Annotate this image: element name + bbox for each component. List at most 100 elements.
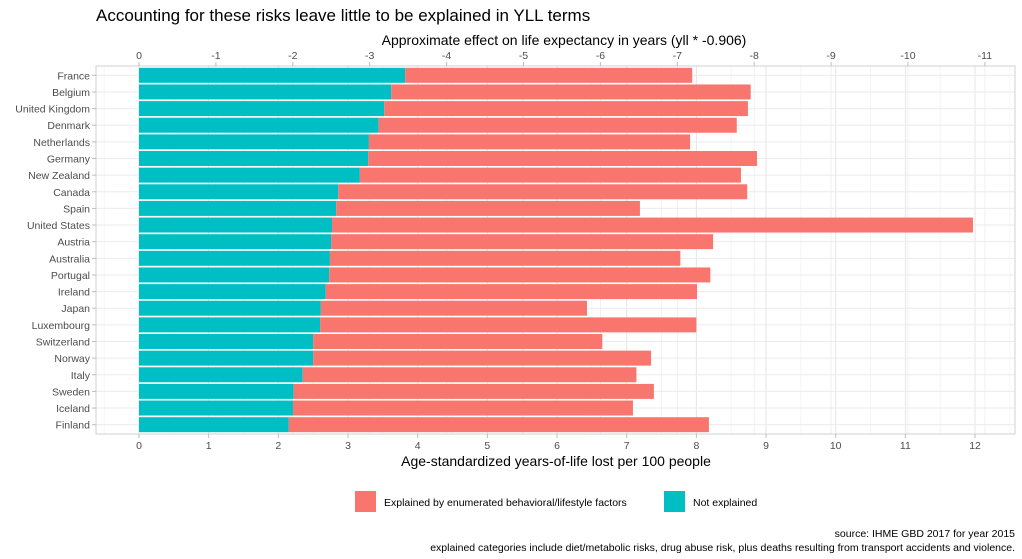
top-axis-title: Approximate effect on life expectancy in… (382, 32, 747, 48)
x2-tick-label: -6 (596, 50, 605, 62)
category-label: New Zealand (28, 170, 90, 182)
bar-explained (313, 350, 652, 366)
category-label: France (57, 70, 90, 82)
bottom-axis-title: Age-standardized years-of-life lost per … (401, 453, 711, 469)
bar-explained (359, 167, 741, 183)
bar-not-explained (139, 134, 369, 150)
category-label: Finland (56, 420, 91, 432)
caption-note: explained categories include diet/metabo… (430, 542, 1015, 554)
bar-not-explained (139, 367, 303, 383)
bar-not-explained (139, 317, 321, 333)
x-tick-label: 2 (275, 440, 281, 452)
x-tick-label: 4 (415, 440, 421, 452)
bar-not-explained (139, 217, 332, 233)
bar-not-explained (139, 200, 337, 216)
category-label: Belgium (52, 87, 90, 99)
category-label: Sweden (52, 386, 90, 398)
x-tick-label: 0 (136, 440, 142, 452)
bar-not-explained (139, 117, 379, 133)
bar-not-explained (139, 167, 360, 183)
x2-tick-label: -10 (900, 50, 915, 62)
bar-explained (405, 67, 693, 83)
panel-border (95, 65, 1016, 435)
bar-not-explained (139, 67, 406, 83)
category-label: Japan (61, 303, 90, 315)
bar-explained (338, 184, 748, 200)
category-label: Luxembourg (32, 320, 91, 332)
x-tick-label: 7 (624, 440, 630, 452)
bar-explained (293, 383, 654, 399)
bar-explained (378, 117, 737, 133)
x-tick-label: 5 (484, 440, 490, 452)
bar-explained (329, 250, 681, 266)
x-tick-label: 3 (345, 440, 351, 452)
x2-tick-label: -5 (519, 50, 528, 62)
category-label: Germany (47, 154, 91, 166)
legend: Explained by enumerated behavioral/lifes… (355, 491, 757, 512)
bar-not-explained (139, 267, 330, 283)
bar-not-explained (139, 250, 330, 266)
x-tick-label: 12 (969, 440, 981, 452)
bar-not-explained (139, 284, 326, 300)
category-label: Austria (57, 237, 90, 249)
x-tick-label: 8 (693, 440, 699, 452)
x-tick-label: 9 (763, 440, 769, 452)
category-label: Italy (71, 370, 91, 382)
x2-tick-label: -2 (288, 50, 297, 62)
category-label: Iceland (56, 403, 90, 415)
bar-not-explained (139, 234, 332, 250)
category-labels: France Belgium United Kingdom Denmark Nether… (15, 70, 96, 432)
bar-not-explained (139, 334, 314, 349)
category-label: United States (27, 220, 90, 232)
category-label: Spain (63, 203, 90, 215)
bar-explained (320, 317, 697, 333)
bottom-axis-ticks: 0 1 2 3 4 5 6 7 8 9 10 11 12 (136, 434, 981, 452)
x2-tick-label: -7 (673, 50, 682, 62)
category-label: Denmark (47, 120, 90, 132)
bars (139, 67, 973, 433)
bar-explained (292, 400, 633, 416)
bar-explained (336, 200, 640, 216)
x2-tick-label: -9 (826, 50, 835, 62)
bar-explained (320, 300, 587, 316)
legend-label-explained: Explained by enumerated behavioral/lifes… (384, 497, 627, 509)
legend-swatch-explained (355, 491, 376, 512)
x2-tick-label: -8 (750, 50, 759, 62)
bar-explained (329, 267, 711, 283)
category-label: Norway (54, 353, 90, 365)
bar-explained (384, 101, 748, 117)
bar-explained (325, 284, 698, 300)
bar-explained (331, 234, 714, 250)
bar-explained (331, 217, 973, 233)
chart-title: Accounting for these risks leave little … (96, 6, 590, 25)
bar-not-explained (139, 151, 369, 166)
bar-not-explained (139, 184, 339, 200)
category-label: Switzerland (36, 337, 90, 349)
x2-tick-label: -3 (365, 50, 374, 62)
x-tick-label: 6 (554, 440, 560, 452)
bar-explained (288, 417, 709, 433)
caption-source: source: IHME GBD 2017 for year 2015 (835, 528, 1015, 540)
x2-tick-label: 0 (136, 50, 142, 62)
x-tick-label: 10 (830, 440, 842, 452)
legend-label-not-explained: Not explained (693, 497, 757, 509)
x2-tick-label: -4 (442, 50, 451, 62)
bar-explained (368, 134, 691, 150)
bar-not-explained (139, 101, 385, 117)
category-label: Portugal (51, 270, 90, 282)
category-label: United Kingdom (15, 104, 90, 116)
bar-explained (302, 367, 637, 383)
bar-explained (391, 84, 751, 100)
category-label: Australia (49, 253, 90, 265)
bar-explained (313, 334, 603, 349)
x-tick-label: 1 (206, 440, 212, 452)
x2-tick-label: -1 (211, 50, 220, 62)
category-label: Ireland (58, 287, 90, 299)
x2-tick-label: -11 (978, 50, 993, 62)
bar-not-explained (139, 350, 314, 366)
bar-not-explained (139, 400, 293, 416)
top-axis-ticks: 0 -1 -2 -3 -4 -5 -6 -7 -8 -9 -10 -11 (136, 50, 992, 66)
category-label: Netherlands (33, 137, 90, 149)
category-label: Canada (53, 187, 90, 199)
